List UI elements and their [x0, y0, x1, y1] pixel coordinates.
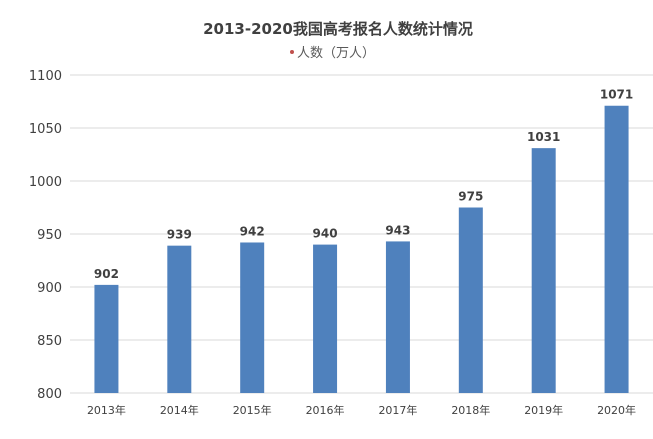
- data-label: 902: [94, 267, 119, 281]
- y-tick-label: 1100: [29, 69, 62, 84]
- data-label: 942: [240, 224, 265, 238]
- bar: [167, 245, 192, 393]
- legend-marker: [290, 50, 294, 54]
- data-label: 940: [313, 227, 338, 241]
- bar: [385, 241, 410, 393]
- x-tick-label: 2016年: [306, 403, 345, 417]
- y-tick-label: 850: [37, 334, 62, 349]
- bar: [94, 284, 119, 393]
- data-label: 943: [385, 223, 410, 237]
- data-label: 1031: [527, 130, 560, 144]
- data-label: 1071: [600, 88, 633, 102]
- x-tick-label: 2017年: [378, 403, 417, 417]
- bar: [240, 242, 265, 393]
- bar: [604, 105, 629, 394]
- y-tick-label: 1050: [29, 122, 62, 137]
- bar: [531, 148, 556, 393]
- bar: [458, 207, 483, 393]
- x-tick-label: 2018年: [451, 403, 490, 417]
- legend-label: 人数（万人）: [297, 46, 375, 61]
- x-tick-label: 2019年: [524, 403, 563, 417]
- chart-title: 2013-2020我国高考报名人数统计情况: [203, 20, 473, 38]
- data-label: 939: [167, 228, 192, 242]
- y-tick-label: 900: [37, 281, 62, 296]
- y-tick-label: 1000: [29, 175, 62, 190]
- y-tick-label: 950: [37, 228, 62, 243]
- y-tick-label: 800: [37, 387, 62, 402]
- x-tick-label: 2013年: [87, 403, 126, 417]
- x-tick-label: 2020年: [597, 403, 636, 417]
- data-label: 975: [458, 190, 483, 204]
- x-tick-label: 2015年: [233, 403, 272, 417]
- x-tick-label: 2014年: [160, 403, 199, 417]
- bar: [313, 244, 338, 393]
